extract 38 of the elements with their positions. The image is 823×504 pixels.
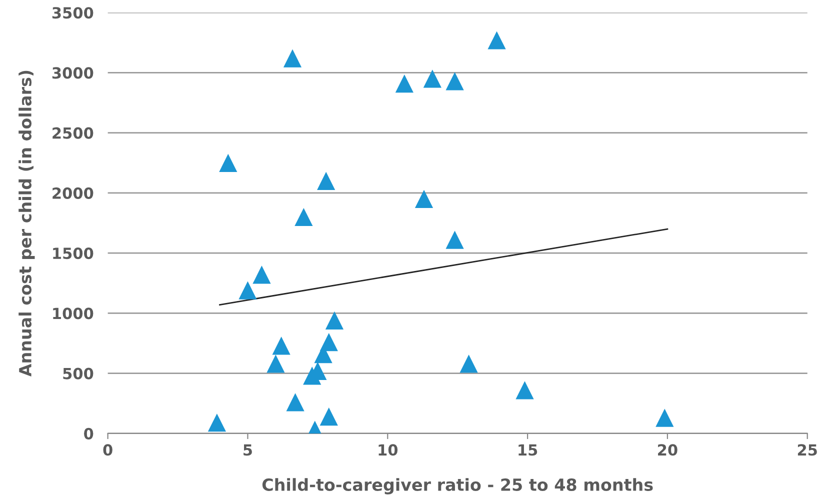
point — [423, 70, 442, 88]
x-tick-label: 10 — [378, 444, 398, 456]
y-tick-label: 500 — [63, 368, 94, 380]
point — [414, 190, 434, 208]
point — [488, 31, 506, 50]
point — [294, 208, 313, 226]
y-tick-label: 0 — [84, 428, 94, 440]
point — [516, 381, 534, 400]
point — [266, 354, 285, 373]
point — [317, 172, 336, 190]
point — [208, 414, 226, 432]
point — [325, 311, 344, 330]
point — [272, 336, 290, 355]
x-tick-label: 25 — [798, 444, 817, 456]
y-tick-label: 2000 — [52, 187, 94, 199]
point — [238, 281, 257, 300]
point — [320, 333, 338, 352]
y-axis-title: Annual cost per child (in dollars) — [18, 70, 35, 377]
point — [286, 393, 304, 412]
point — [446, 72, 464, 90]
x-tick-label: 5 — [244, 444, 252, 456]
x-axis-title: Child-to-caregiver ratio - 25 to 48 months — [262, 478, 653, 494]
y-tick-label: 2500 — [52, 127, 94, 139]
y-tick-label: 1000 — [53, 308, 94, 320]
point — [656, 408, 674, 427]
y-tick-label: 3000 — [52, 67, 94, 79]
y-tick-label: 3500 — [52, 7, 94, 19]
point — [283, 49, 302, 68]
x-tick-label: 20 — [658, 444, 678, 456]
x-tick-label: 0 — [103, 444, 112, 456]
point — [395, 74, 414, 93]
point — [460, 354, 478, 373]
y-tick-label: 1500 — [53, 248, 94, 260]
point — [446, 230, 464, 249]
x-tick-label: 15 — [518, 444, 538, 456]
point — [320, 408, 338, 426]
point — [219, 154, 238, 172]
point — [252, 266, 271, 284]
